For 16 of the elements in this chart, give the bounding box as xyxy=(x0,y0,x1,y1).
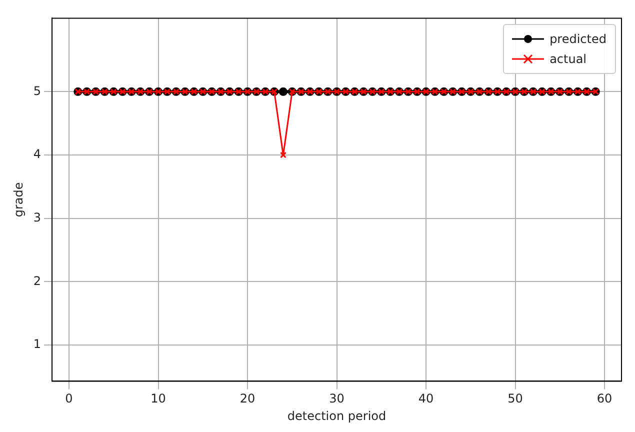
legend-label: actual xyxy=(550,52,587,66)
x-axis-title: detection period xyxy=(287,408,386,423)
y-tick-label: 4 xyxy=(33,147,42,162)
y-tick-label: 3 xyxy=(33,210,42,225)
x-tick-label: 40 xyxy=(418,392,434,406)
x-tick-label: 0 xyxy=(65,392,73,406)
x-tick-label: 60 xyxy=(596,392,612,406)
y-axis-title: grade xyxy=(11,182,26,218)
y-tick-label: 5 xyxy=(33,84,42,98)
x-tick-label: 20 xyxy=(240,392,256,406)
legend-label: predicted xyxy=(550,32,606,46)
y-tick-label: 1 xyxy=(33,337,42,352)
x-tick-label: 30 xyxy=(329,392,344,406)
x-tick-label: 50 xyxy=(508,392,523,406)
y-tick-label: 2 xyxy=(33,274,42,288)
x-tick-label: 10 xyxy=(150,392,166,406)
